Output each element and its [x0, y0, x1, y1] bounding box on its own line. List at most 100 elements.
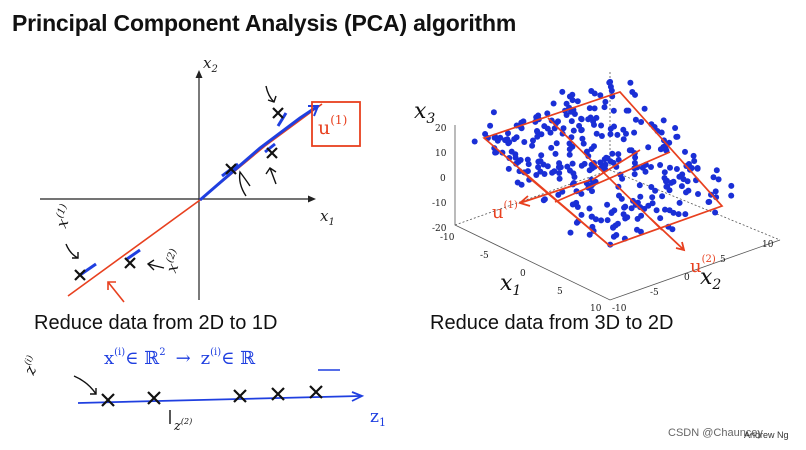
- z-tick: 0: [440, 174, 446, 184]
- z-tick: -20: [432, 224, 447, 234]
- z-tick: 10: [435, 149, 447, 159]
- credit: Andrew Ng: [744, 430, 789, 440]
- scatter-point: [648, 184, 655, 190]
- x1-axis-arrow-icon: [308, 195, 316, 203]
- scatter-point: [728, 192, 735, 199]
- x1-tick: -5: [480, 251, 489, 261]
- scatter-point: [638, 212, 645, 219]
- scatter-point: [487, 122, 494, 129]
- scatter-point: [662, 146, 669, 153]
- basis-vectors: [518, 179, 686, 252]
- scatter-point: [517, 157, 524, 163]
- plane-grid-line: [591, 149, 641, 181]
- x1-tick: 5: [557, 287, 563, 297]
- scatter-point: [471, 138, 478, 145]
- projected-points: [101, 385, 323, 407]
- box-front-edges: [454, 125, 781, 301]
- scatter-point: [537, 168, 544, 175]
- scatter-point: [564, 163, 571, 170]
- scatter-point: [591, 105, 598, 112]
- scatter-point: [588, 146, 595, 152]
- scatter-point: [691, 158, 698, 164]
- scatter-point: [598, 122, 605, 129]
- scatter-point: [667, 164, 673, 171]
- scatter-point: [616, 192, 622, 199]
- data-point: [124, 257, 136, 269]
- scatter-point: [686, 161, 692, 167]
- right-caption: Reduce data from 3D to 2D: [430, 312, 674, 334]
- z-tick-labels: 20 10 0 -10 -20: [432, 124, 447, 234]
- scatter-point: [482, 131, 489, 137]
- scatter-point: [610, 107, 617, 114]
- projected-point: [233, 389, 247, 403]
- scatter-point: [521, 139, 528, 145]
- scatter-point: [597, 92, 604, 99]
- z-tick: 20: [435, 124, 447, 134]
- scatter-point: [626, 147, 633, 154]
- projected-point: [309, 385, 323, 399]
- scatter-point: [607, 131, 614, 138]
- scatter-point: [664, 183, 671, 190]
- scatter-point: [645, 202, 652, 209]
- scatter-point: [505, 130, 511, 137]
- scatter-point: [567, 229, 574, 236]
- scatter-point: [573, 219, 580, 226]
- scatter-point: [568, 108, 574, 115]
- handwritten-arrows: [65, 85, 277, 271]
- x2-tick: -5: [650, 288, 659, 298]
- scatter-point: [586, 167, 593, 174]
- x1-tick-labels: -10 -5 0 5 10: [440, 233, 602, 314]
- scatter-point: [657, 215, 664, 222]
- projected-point: [147, 391, 161, 405]
- scatter-point: [641, 105, 648, 112]
- x2-axis-label: x2: [203, 54, 218, 75]
- scatter-point: [631, 171, 638, 178]
- scatter-point: [585, 153, 592, 159]
- scatter-point: [628, 205, 635, 212]
- scatter-point: [683, 189, 689, 196]
- scatter-point: [540, 197, 547, 204]
- scatter-point: [620, 126, 627, 133]
- scatter-point: [530, 137, 536, 144]
- projection-segment: [264, 142, 276, 154]
- u1-vector: [199, 104, 319, 202]
- scatter-point: [579, 135, 586, 142]
- scatter-point: [604, 201, 611, 208]
- scatter-point: [604, 155, 611, 162]
- z-2-label: z(2): [173, 417, 192, 434]
- scatter-point: [548, 144, 555, 151]
- scatter-point: [552, 150, 559, 157]
- scatter-point: [512, 154, 519, 161]
- scatter-point: [569, 160, 576, 167]
- data-point: [225, 163, 237, 175]
- scatter-point: [611, 123, 617, 130]
- scatter-point: [534, 133, 541, 140]
- scatter-point: [652, 187, 659, 194]
- scatter-point: [606, 79, 613, 86]
- scatter-point: [566, 151, 573, 158]
- scatter-point: [648, 164, 654, 170]
- scatter-point: [694, 165, 701, 171]
- scatter-point: [659, 193, 666, 200]
- scatter-point: [609, 150, 616, 157]
- x1-tick: 10: [590, 304, 602, 314]
- scatter-point: [715, 176, 722, 183]
- scatter-point: [586, 231, 593, 238]
- plane-grid-line: [547, 117, 663, 231]
- x2-tick: 0: [684, 273, 690, 283]
- scatter-point: [555, 118, 561, 125]
- x3-axis-label: x3: [414, 99, 435, 127]
- scatter-point: [560, 125, 567, 132]
- scatter-point: [589, 188, 595, 195]
- pointer-arrow-icon: [146, 259, 165, 271]
- z-tick: -10: [432, 199, 447, 209]
- u1-3d-label: u(1): [492, 200, 518, 223]
- scatter-point: [608, 209, 615, 216]
- left-caption: Reduce data from 2D to 1D: [34, 312, 278, 334]
- projection-segment: [126, 248, 141, 261]
- scatter-point: [570, 127, 577, 134]
- scatter-point: [649, 194, 656, 201]
- scatter-point: [525, 161, 532, 168]
- projection-segment: [276, 112, 288, 127]
